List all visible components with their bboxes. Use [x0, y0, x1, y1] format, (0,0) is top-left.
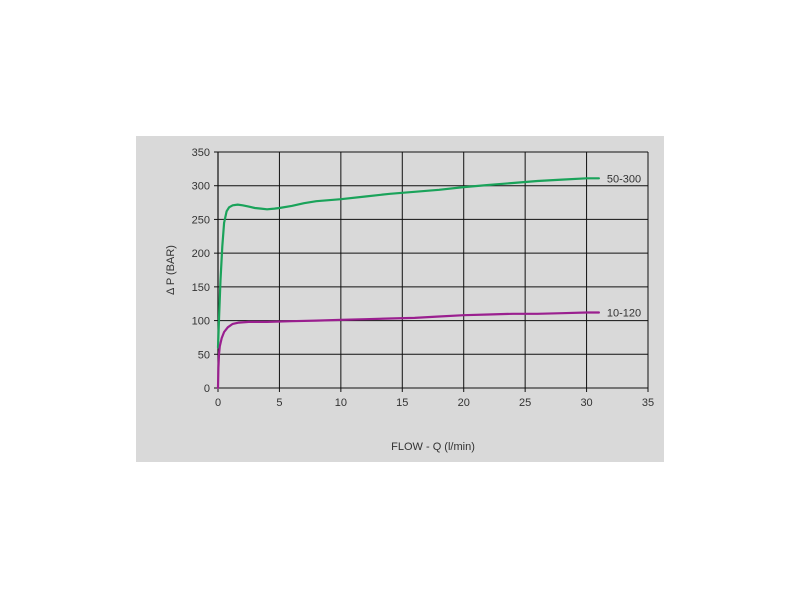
- y-tick-label: 150: [192, 282, 210, 294]
- series-label: 50-300: [607, 173, 641, 185]
- series-group: 50-300 10-120: [216, 173, 641, 390]
- y-tick-label: 50: [198, 349, 210, 361]
- y-tick-label: 250: [192, 214, 210, 226]
- chart-panel: 0 5 10 15 20 25 30 35 0 50 100 150 200 250 300 350 50-3…: [136, 136, 664, 462]
- y-tick-label: 0: [204, 383, 210, 395]
- series-line: [216, 177, 600, 349]
- x-tick-label: 30: [580, 397, 592, 409]
- x-tick-label: 20: [458, 397, 470, 409]
- x-axis-label: FLOW - Q (l/min): [391, 441, 475, 453]
- y-tick-label: 100: [192, 316, 210, 328]
- x-tick-label: 25: [519, 397, 531, 409]
- y-axis-label: Δ P (BAR): [165, 245, 177, 295]
- x-tick-label: 15: [396, 397, 408, 409]
- x-tick-label: 5: [276, 397, 282, 409]
- series-label: 10-120: [607, 307, 641, 319]
- y-tick-label: 350: [192, 147, 210, 159]
- x-tick-label: 10: [335, 397, 347, 409]
- series-line: [216, 311, 600, 390]
- x-tick-label: 0: [215, 397, 221, 409]
- grid: [217, 151, 649, 389]
- y-tick-label: 200: [192, 248, 210, 260]
- x-tick-label: 35: [642, 397, 654, 409]
- y-tick-label: 300: [192, 181, 210, 193]
